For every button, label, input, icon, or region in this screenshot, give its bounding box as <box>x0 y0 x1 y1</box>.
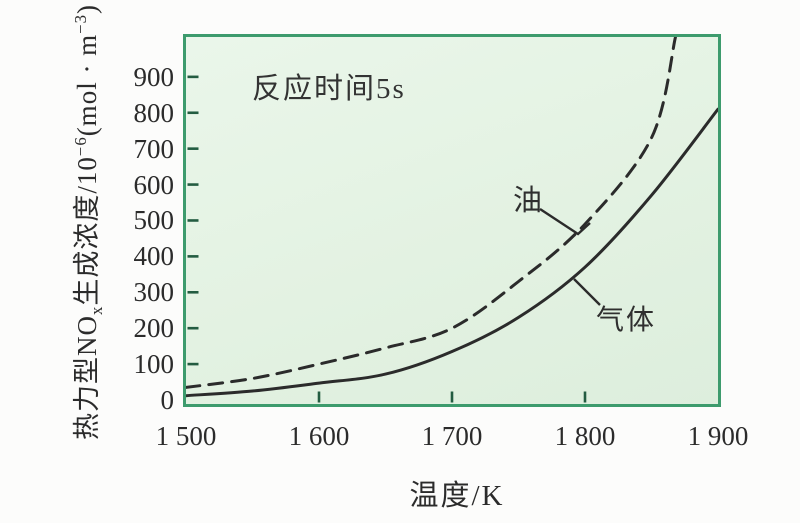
gas-leader-line <box>573 278 601 306</box>
y-axis-title-superscript: −3 <box>70 13 90 34</box>
x-tick-label: 1 600 <box>288 421 350 451</box>
x-tick-label: 1 800 <box>554 421 616 451</box>
x-tick-label: 1 500 <box>155 421 217 451</box>
oil-series-label: 油 <box>513 185 543 217</box>
y-tick-label: 700 <box>133 133 175 164</box>
y-tick-label: 400 <box>133 241 175 272</box>
gas-series-label: 气体 <box>596 305 657 336</box>
x-tick-label: 1 700 <box>421 421 483 451</box>
y-tick-label: 100 <box>133 349 175 380</box>
y-tick-label: 600 <box>133 169 175 200</box>
y-tick-label: 500 <box>133 205 175 236</box>
y-axis-title-superscript: −6 <box>70 136 90 157</box>
plot-canvas <box>186 37 718 403</box>
annotation-reaction-time: 反应时间5s <box>252 73 406 105</box>
gas-curve-line <box>186 107 718 398</box>
y-axis-title-text: ) <box>71 3 102 14</box>
y-tick-label: 300 <box>133 277 175 308</box>
plot-area: 反应时间5s 油 气体 <box>183 34 721 407</box>
x-axis-title: 温度/K <box>409 480 505 512</box>
y-tick-label: 900 <box>133 61 175 92</box>
oil-leader-line <box>539 207 591 236</box>
y-tick-label: 200 <box>133 313 175 344</box>
y-tick-label: 0 <box>160 385 175 415</box>
x-tick-label: 1 900 <box>687 421 749 451</box>
y-tick-label: 800 <box>133 97 175 128</box>
oil-curve-line <box>186 37 677 389</box>
